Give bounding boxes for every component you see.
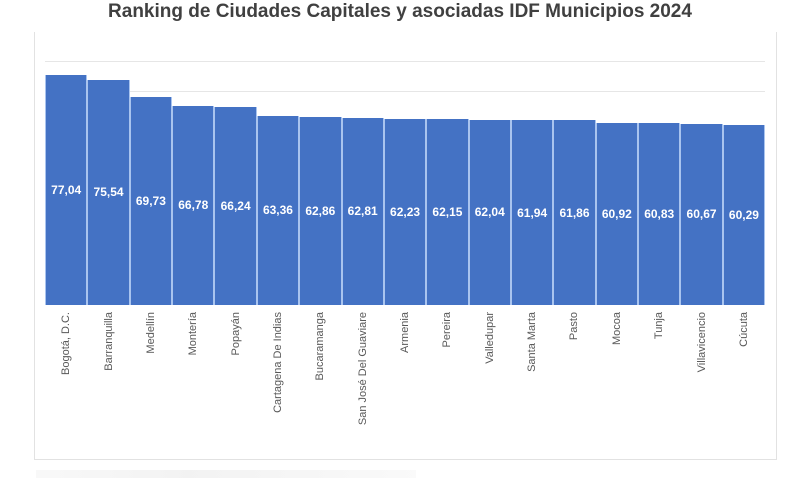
- bar: 62,15: [426, 119, 469, 305]
- x-axis-label: Popayán: [229, 312, 242, 356]
- bar: 61,86: [553, 120, 596, 305]
- bar-value-label: 60,83: [644, 207, 675, 222]
- bar-value-label: 66,24: [220, 199, 251, 214]
- chart-frame: [34, 32, 777, 460]
- x-axis-label: Pasto: [568, 312, 581, 341]
- bar: 60,92: [595, 123, 639, 305]
- x-axis-label: Medellín: [144, 312, 157, 354]
- bar-value-label: 62,23: [390, 205, 421, 220]
- bar-value-label: 60,29: [728, 208, 759, 223]
- x-axis-label: Pereira: [441, 312, 454, 348]
- footer-source-text: [36, 470, 416, 478]
- bar-value-label: 62,86: [305, 204, 336, 219]
- bar-value-label: 61,94: [517, 205, 548, 220]
- bar-value-label: 62,81: [347, 204, 378, 219]
- bar-value-label: 69,73: [135, 193, 166, 208]
- bar-value-label: 60,92: [601, 207, 632, 222]
- x-axis-label: Bucaramanga: [314, 312, 327, 381]
- bar-value-label: 61,86: [559, 205, 590, 220]
- gridline: [45, 91, 765, 92]
- bar-value-label: 66,78: [178, 198, 209, 213]
- bar: 62,81: [341, 117, 384, 305]
- x-axis-label: Cartagena De Indias: [271, 312, 284, 413]
- bar: 62,86: [299, 117, 342, 305]
- bar: 75,54: [87, 79, 130, 305]
- x-axis-label: Armenia: [399, 312, 412, 353]
- x-axis-label: Mocoa: [610, 312, 623, 346]
- bar: 60,83: [638, 123, 681, 305]
- bar-value-label: 60,67: [686, 207, 717, 222]
- x-axis-label: Montería: [187, 312, 200, 356]
- bar-value-label: 62,04: [474, 205, 505, 220]
- bar: 66,24: [214, 107, 257, 305]
- plot-area: 77,04 75,54 69,73 66,78 66,24 63,36 62,86 62,81…: [45, 40, 766, 305]
- bar-value-label: 63,36: [262, 203, 293, 218]
- x-axis-labels: Bogotá, D.C. Barranquilla Medellín Montería…: [45, 312, 765, 452]
- x-axis-label: Cúcuta: [737, 312, 750, 347]
- bar: 62,04: [468, 119, 511, 305]
- x-axis-label: San José Del Guaviare: [356, 312, 369, 426]
- bar: 66,78: [172, 105, 215, 305]
- bar-value-label: 75,54: [93, 185, 124, 200]
- x-axis-label: Santa Marta: [526, 312, 539, 372]
- bar: 60,29: [722, 125, 766, 305]
- chart-title: Ranking de Ciudades Capitales y asociada…: [108, 1, 692, 22]
- x-axis-label: Tunja: [653, 312, 666, 340]
- x-axis-label: Bogotá, D.C.: [60, 312, 73, 375]
- bar-series: 77,04 75,54 69,73 66,78 66,24 63,36 62,86 62,81…: [45, 40, 766, 305]
- bar-value-label: 62,15: [432, 205, 463, 220]
- x-axis-label: Barranquilla: [102, 312, 115, 371]
- bar-value-label: 77,04: [51, 183, 82, 198]
- bar: 61,94: [510, 120, 554, 305]
- bar: 69,73: [129, 96, 173, 305]
- bar: 60,67: [680, 123, 723, 305]
- x-axis-label: Valledupar: [483, 312, 496, 364]
- bar: 63,36: [256, 115, 300, 305]
- bar: 62,23: [383, 119, 427, 305]
- x-axis-label: Villavicencio: [695, 312, 708, 373]
- bar: 77,04: [45, 75, 88, 305]
- gridline: [45, 61, 765, 62]
